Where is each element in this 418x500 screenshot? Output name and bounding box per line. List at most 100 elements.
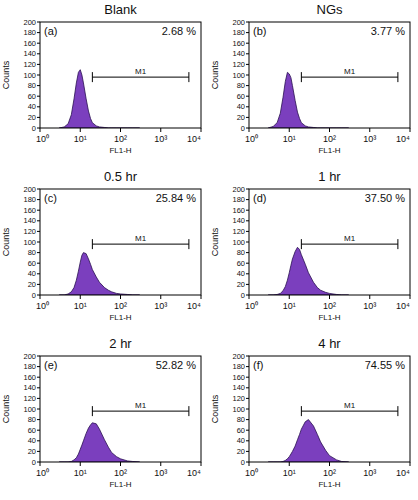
y-tick-label: 60 (28, 92, 36, 101)
y-tick (37, 440, 40, 441)
y-tick-label: 140 (232, 383, 245, 392)
x-tick-label: 10⁴ (187, 301, 201, 311)
x-tick (410, 295, 411, 299)
gate-end (397, 72, 398, 82)
x-tick-label: 10² (323, 468, 336, 478)
x-tick (289, 462, 290, 466)
y-tick-label: 60 (28, 426, 36, 435)
y-tick-label: 40 (28, 269, 36, 278)
y-tick (246, 64, 249, 65)
x-tick (249, 295, 250, 299)
plot-data (59, 423, 140, 462)
panel-title: NGs (317, 2, 344, 17)
gate-start (92, 72, 93, 82)
y-tick-label: 0 (32, 458, 36, 467)
gate: M1 (301, 67, 398, 82)
y-tick (246, 451, 249, 452)
y-tick (37, 231, 40, 232)
plot-frame (40, 22, 201, 128)
percent-annotation: 37.50 % (365, 192, 406, 204)
gate-start (301, 406, 302, 416)
y-tick (37, 117, 40, 118)
x-tick-label: 10¹ (74, 468, 87, 478)
y-tick-label: 180 (232, 195, 245, 204)
x-tick (369, 128, 370, 132)
plot-frame (40, 356, 201, 462)
y-tick (37, 451, 40, 452)
y-axis-label: Counts (210, 227, 220, 256)
y-tick (37, 96, 40, 97)
x-tick (369, 295, 370, 299)
panel-label: (a) (44, 25, 57, 37)
y-tick-label: 180 (23, 28, 36, 37)
y-tick (246, 263, 249, 264)
x-tick (249, 462, 250, 466)
x-axis-label: FL1-H (318, 146, 340, 155)
y-tick (37, 398, 40, 399)
x-axis-label: FL1-H (318, 313, 340, 322)
x-tick (120, 462, 121, 466)
gate: M1 (301, 234, 398, 249)
y-tick-label: 180 (232, 362, 245, 371)
y-tick-label: 160 (232, 373, 245, 382)
x-tick (80, 295, 81, 299)
x-tick (160, 295, 161, 299)
x-tick-label: 10³ (363, 301, 376, 311)
y-tick-label: 0 (32, 124, 36, 133)
y-tick-label: 60 (237, 92, 245, 101)
y-tick (37, 210, 40, 211)
y-axis-label: Counts (1, 60, 11, 89)
x-tick (249, 128, 250, 132)
y-tick (246, 75, 249, 76)
panel: 2 hr02040608010012014016018020010⁰10¹10²… (1, 336, 201, 489)
y-tick (37, 387, 40, 388)
x-tick-label: 10⁴ (187, 134, 201, 144)
histogram-area (268, 247, 349, 295)
x-tick (160, 128, 161, 132)
panel-title: Blank (104, 2, 137, 17)
gate-line (301, 77, 398, 78)
y-tick (37, 284, 40, 285)
gate-label: M1 (135, 401, 147, 410)
x-axis-label: FL1-H (109, 146, 131, 155)
y-tick-label: 160 (232, 39, 245, 48)
y-tick-label: 120 (23, 60, 36, 69)
x-tick-label: 10² (114, 134, 127, 144)
plot-data (268, 420, 349, 462)
x-tick (369, 462, 370, 466)
x-tick (410, 128, 411, 132)
histogram-area (268, 72, 349, 128)
x-tick-label: 10³ (154, 301, 167, 311)
y-tick (37, 263, 40, 264)
gate-end (188, 72, 189, 82)
gate-line (301, 411, 398, 412)
gate-line (92, 411, 189, 412)
x-tick-label: 10⁰ (36, 301, 49, 311)
gate-end (188, 406, 189, 416)
panel: 0.5 hr02040608010012014016018020010⁰10¹1… (1, 169, 201, 322)
panel: 1 hr02040608010012014016018020010⁰10¹10²… (210, 169, 410, 322)
y-tick (246, 419, 249, 420)
y-tick (246, 189, 249, 190)
y-tick-label: 140 (232, 49, 245, 58)
x-tick (289, 295, 290, 299)
plot-data (268, 247, 349, 295)
y-tick-label: 0 (241, 291, 245, 300)
x-tick-label: 10⁴ (396, 134, 410, 144)
y-tick (246, 85, 249, 86)
y-tick-label: 200 (23, 185, 36, 194)
y-tick-label: 60 (28, 259, 36, 268)
y-tick-label: 200 (232, 185, 245, 194)
plot-frame (249, 22, 410, 128)
y-tick (37, 43, 40, 44)
y-tick-label: 160 (23, 39, 36, 48)
y-tick-label: 80 (28, 81, 36, 90)
y-axis-label: Counts (210, 394, 220, 423)
y-tick-label: 140 (23, 216, 36, 225)
y-tick (37, 356, 40, 357)
y-tick (246, 22, 249, 23)
y-tick (246, 284, 249, 285)
y-tick (37, 53, 40, 54)
panel-label: (c) (44, 192, 57, 204)
gate: M1 (92, 234, 189, 249)
